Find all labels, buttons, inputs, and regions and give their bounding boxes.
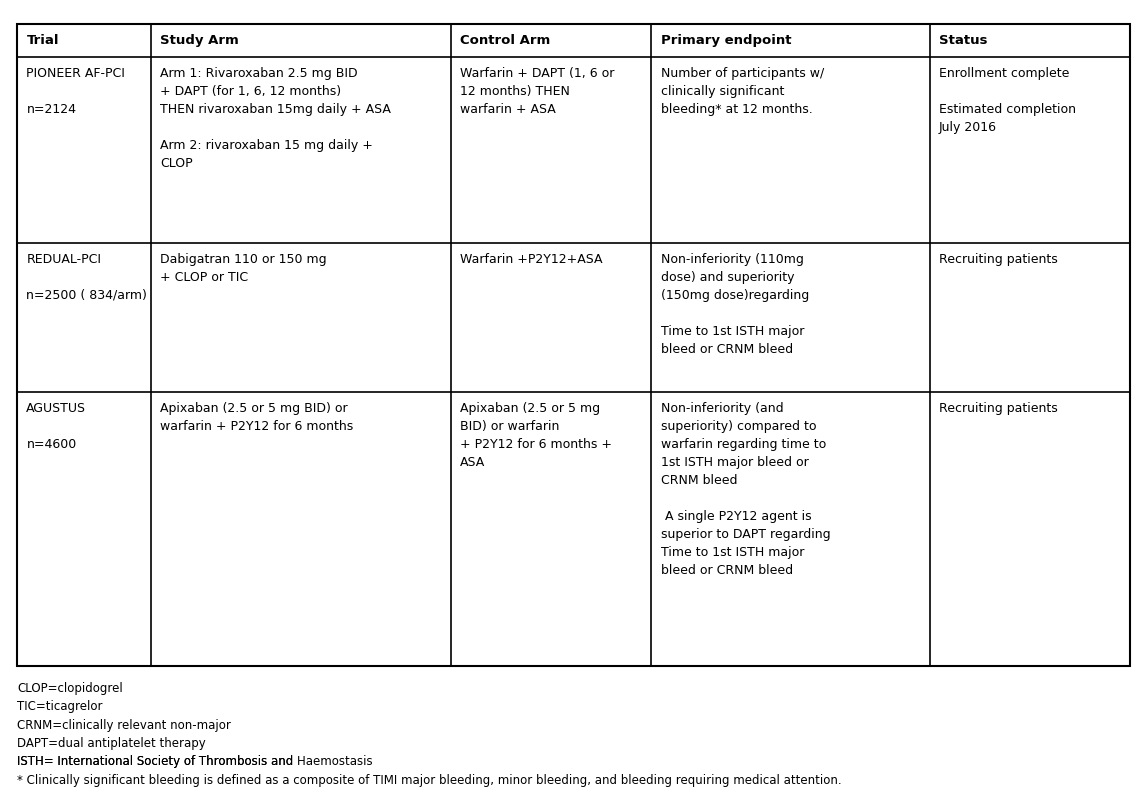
Text: Enrollment complete

Estimated completion
July 2016: Enrollment complete Estimated completion… [938, 67, 1076, 134]
Bar [17, 24, 1130, 666]
Text: Warfarin + DAPT (1, 6 or
12 months) THEN
warfarin + ASA: Warfarin + DAPT (1, 6 or 12 months) THEN… [460, 67, 615, 116]
Text: Apixaban (2.5 or 5 mg
BID) or warfarin
+ P2Y12 for 6 months +
ASA: Apixaban (2.5 or 5 mg BID) or warfarin +… [460, 402, 612, 469]
Text: Number of participants w/
clinically significant
bleeding* at 12 months.: Number of participants w/ clinically sig… [661, 67, 824, 116]
Text: Non-inferiority (and
superiority) compared to
warfarin regarding time to
1st IST: Non-inferiority (and superiority) compar… [661, 402, 830, 577]
Text: Arm 1: Rivaroxaban 2.5 mg BID
+ DAPT (for 1, 6, 12 months)
THEN rivaroxaban 15mg: Arm 1: Rivaroxaban 2.5 mg BID + DAPT (fo… [159, 67, 391, 170]
Text: Primary endpoint: Primary endpoint [661, 34, 791, 47]
Text: Recruiting patients: Recruiting patients [938, 253, 1058, 265]
Text: Control Arm: Control Arm [460, 34, 551, 47]
Text: CRNM=clinically relevant non-major: CRNM=clinically relevant non-major [17, 719, 231, 731]
Text: Trial: Trial [26, 34, 58, 47]
Text: * Clinically significant bleeding is defined as a composite of TIMI major bleedi: * Clinically significant bleeding is def… [17, 774, 842, 787]
Text: Status: Status [938, 34, 988, 47]
Text: Warfarin +P2Y12+ASA: Warfarin +P2Y12+ASA [460, 253, 603, 265]
Text: TIC=ticagrelor: TIC=ticagrelor [17, 700, 103, 713]
Text: Apixaban (2.5 or 5 mg BID) or
warfarin + P2Y12 for 6 months: Apixaban (2.5 or 5 mg BID) or warfarin +… [159, 402, 353, 433]
Text: PIONEER AF-PCI

n=2124: PIONEER AF-PCI n=2124 [26, 67, 125, 116]
Text: Recruiting patients: Recruiting patients [938, 402, 1058, 415]
Text: ISTH= International Society of Thrombosis and: ISTH= International Society of Thrombosi… [17, 755, 297, 768]
Text: AGUSTUS

n=4600: AGUSTUS n=4600 [26, 402, 86, 451]
Text: Dabigatran 110 or 150 mg
+ CLOP or TIC: Dabigatran 110 or 150 mg + CLOP or TIC [159, 253, 327, 284]
Text: CLOP=clopidogrel: CLOP=clopidogrel [17, 682, 123, 695]
Text: Non-inferiority (110mg
dose) and superiority
(150mg dose)regarding

Time to 1st : Non-inferiority (110mg dose) and superio… [661, 253, 809, 356]
Text: Study Arm: Study Arm [159, 34, 239, 47]
Text: ISTH= International Society of Thrombosis and: ISTH= International Society of Thrombosi… [17, 755, 297, 768]
Text: ISTH= International Society of Thrombosis and Haemostasis: ISTH= International Society of Thrombosi… [17, 755, 373, 768]
Text: DAPT=dual antiplatelet therapy: DAPT=dual antiplatelet therapy [17, 737, 206, 750]
Text: REDUAL-PCI

n=2500 ( 834/arm): REDUAL-PCI n=2500 ( 834/arm) [26, 253, 147, 302]
